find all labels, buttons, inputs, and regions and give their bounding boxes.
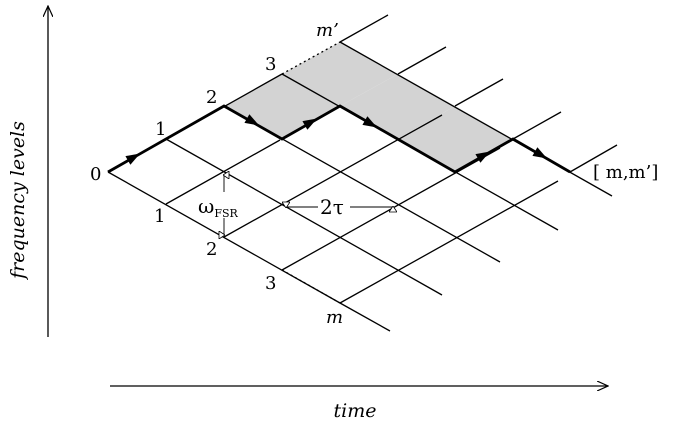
path-arrow bbox=[302, 118, 318, 130]
grid-line bbox=[165, 138, 443, 296]
level-label-lower-1: 1 bbox=[154, 206, 165, 227]
level-label-upper-2: 2 bbox=[206, 87, 217, 108]
path-arrow bbox=[125, 153, 141, 165]
grid-line bbox=[223, 114, 443, 238]
grid-line bbox=[339, 302, 391, 332]
level-label-0: 0 bbox=[90, 164, 101, 185]
two-tau-label: 2τ bbox=[320, 195, 344, 219]
mode-pair-label: [ m,m’] bbox=[593, 162, 658, 183]
grid-line bbox=[397, 46, 447, 75]
labels: 0 1 2 3 1 2 3 m’ m [ m,m’] ωFSR 2τ frequ… bbox=[7, 20, 658, 422]
dotted-connector bbox=[281, 269, 341, 304]
signal-path bbox=[107, 104, 571, 174]
path-arrow bbox=[362, 116, 378, 128]
axes bbox=[48, 6, 608, 386]
level-label-lower-3: 3 bbox=[265, 273, 276, 294]
grid-line bbox=[339, 180, 559, 304]
grid-line bbox=[454, 78, 504, 107]
frequency-axis-label: frequency levels bbox=[7, 121, 29, 281]
level-label-upper-1: 1 bbox=[155, 119, 166, 140]
grid-line bbox=[512, 111, 562, 140]
dotted-connector bbox=[281, 41, 341, 75]
path-line bbox=[107, 104, 571, 174]
level-label-upper-3: 3 bbox=[265, 54, 276, 75]
measurement-arrows bbox=[224, 175, 393, 235]
path-arrow bbox=[244, 114, 260, 126]
time-axis-label: time bbox=[334, 400, 377, 422]
grid-line bbox=[339, 14, 389, 43]
grid-line bbox=[569, 144, 618, 173]
path-arrow bbox=[532, 147, 548, 159]
omega-fsr-label: ωFSR bbox=[198, 194, 238, 220]
level-label-lower-2: 2 bbox=[206, 239, 217, 260]
upper-end-label: m’ bbox=[316, 20, 339, 41]
lower-end-label: m bbox=[326, 307, 343, 328]
path-arrow bbox=[475, 151, 491, 163]
